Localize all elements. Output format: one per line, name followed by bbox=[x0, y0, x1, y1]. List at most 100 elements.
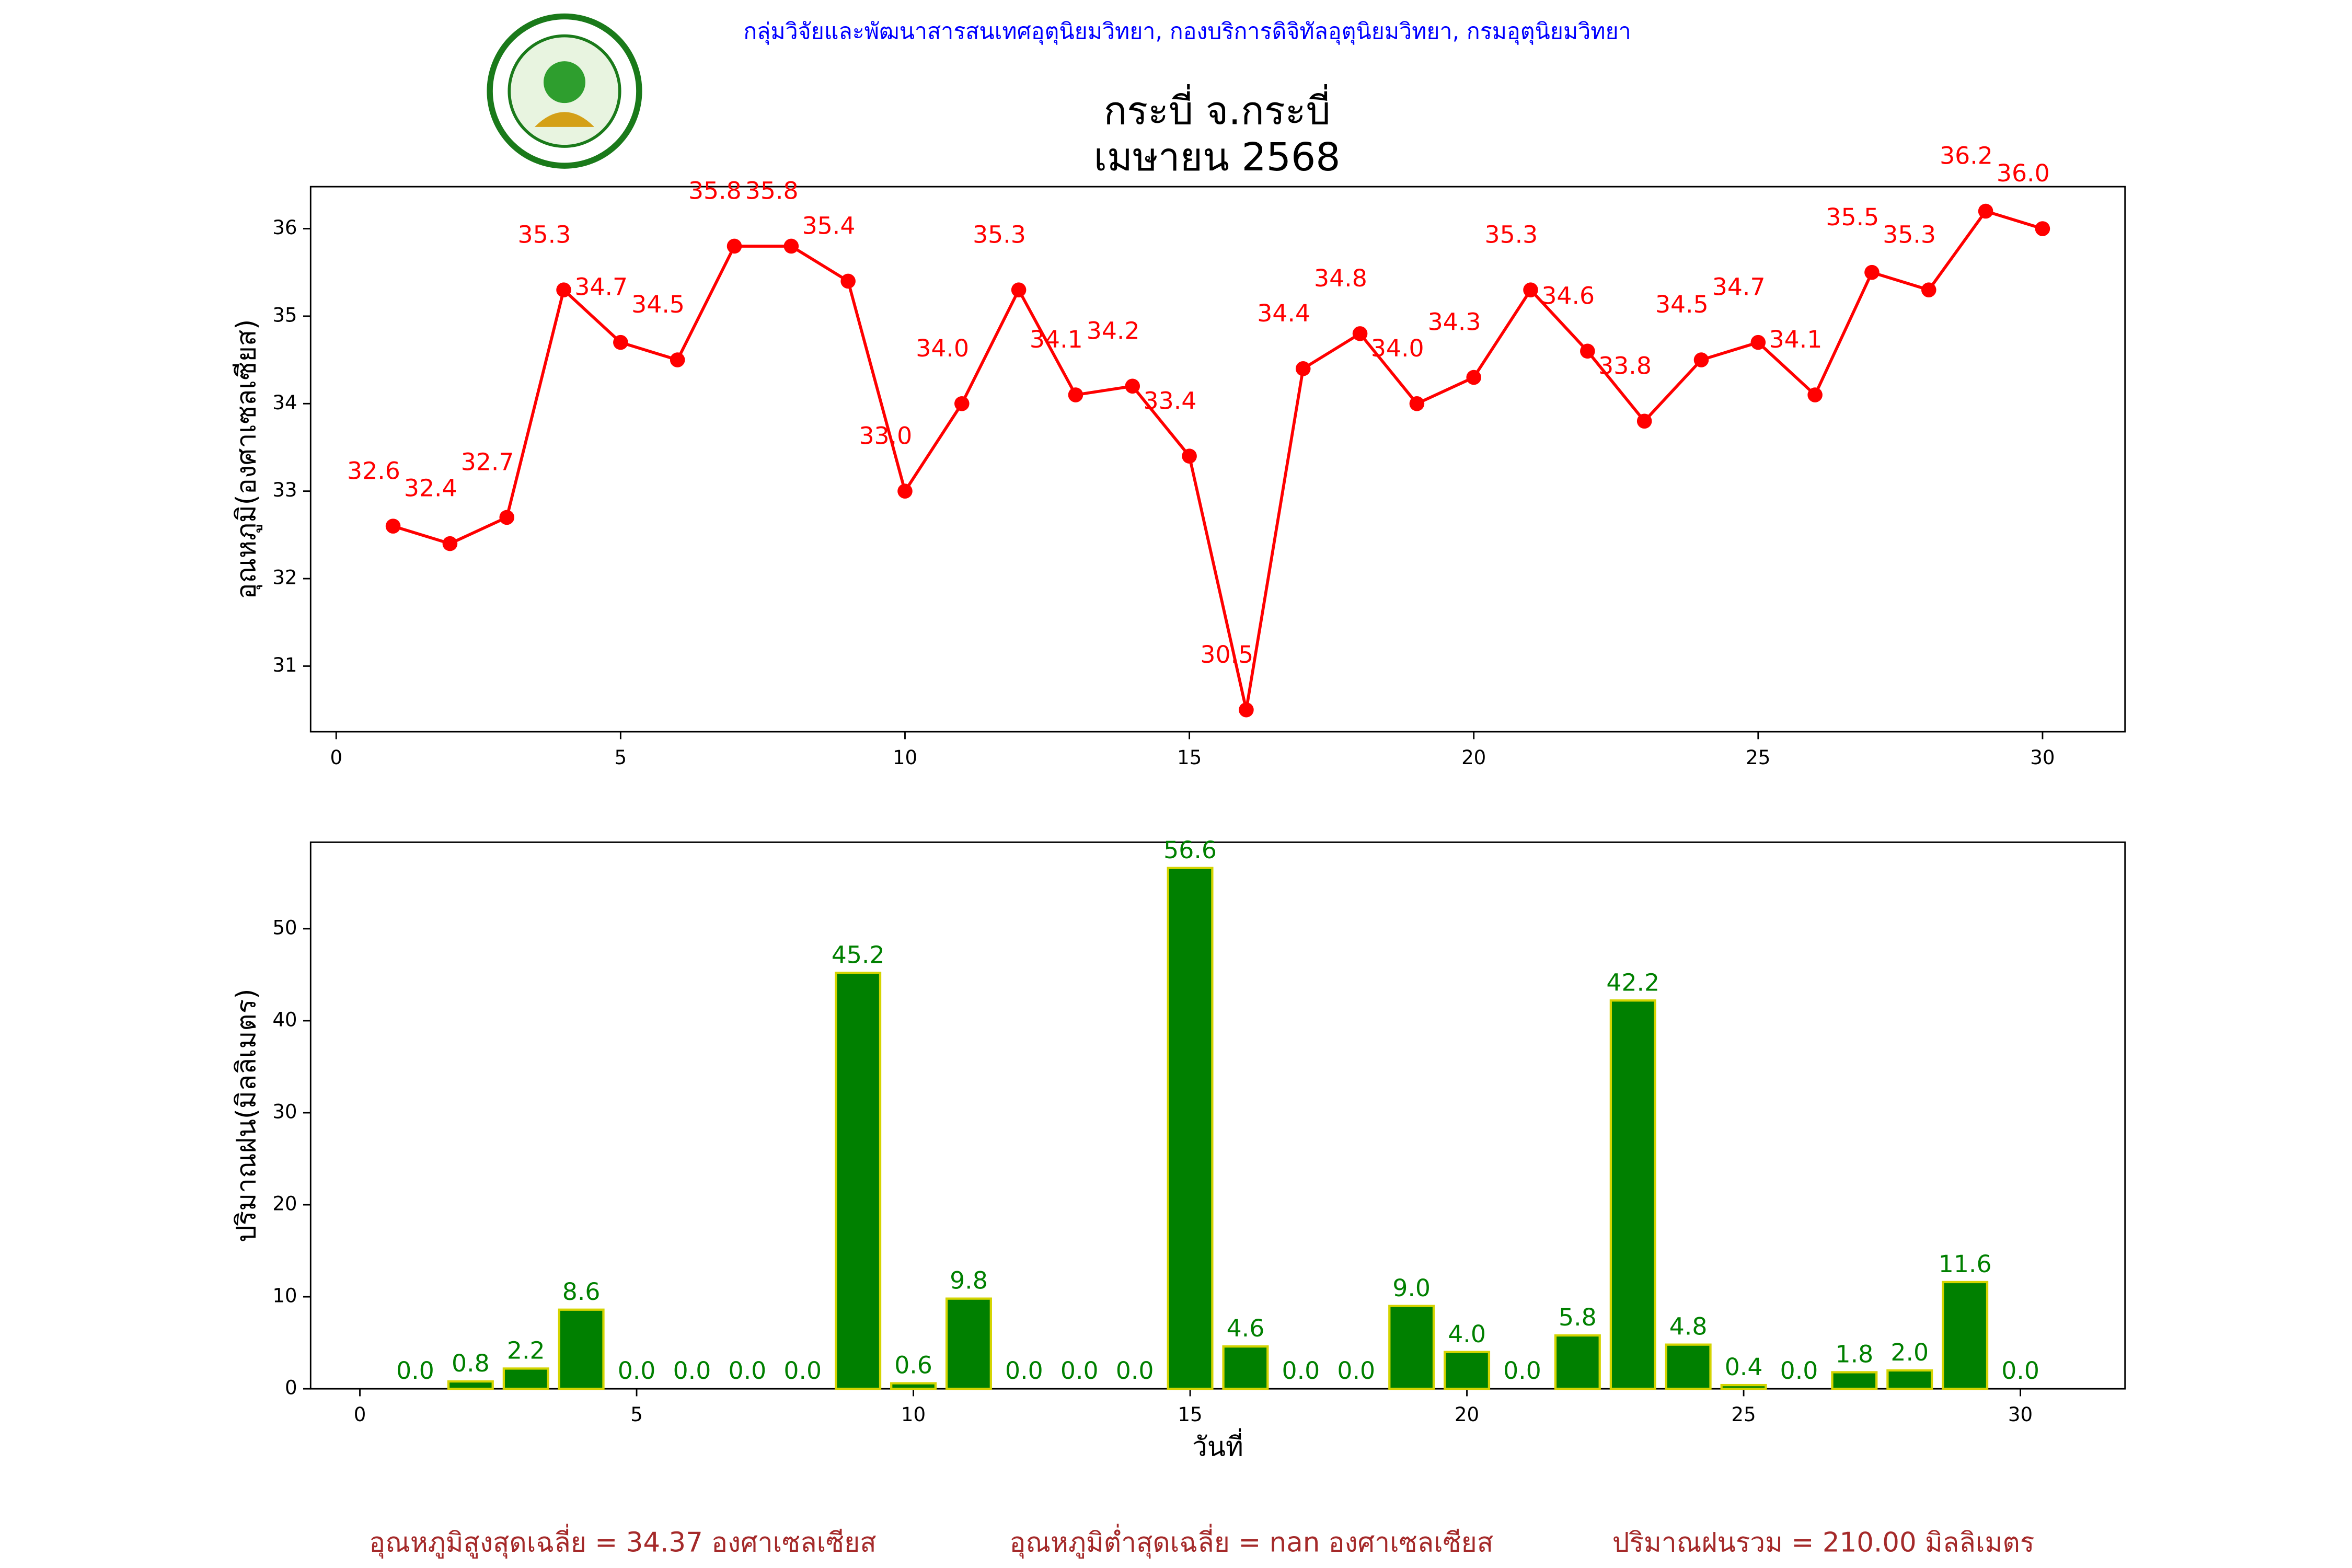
data-label: 34.5 bbox=[1655, 291, 1709, 318]
bar bbox=[1167, 867, 1214, 1390]
bar bbox=[890, 1382, 937, 1390]
data-label: 34.0 bbox=[1371, 335, 1424, 362]
data-label: 34.6 bbox=[1541, 282, 1595, 309]
data-label: 34.0 bbox=[916, 335, 969, 362]
y-tick-label: 40 bbox=[272, 1008, 297, 1031]
data-label: 0.0 bbox=[1116, 1357, 1154, 1385]
data-label: 9.8 bbox=[950, 1267, 988, 1295]
data-label: 35.3 bbox=[1484, 221, 1538, 248]
point bbox=[442, 536, 458, 551]
bar bbox=[1444, 1351, 1491, 1390]
bar bbox=[1665, 1343, 1712, 1390]
point bbox=[1409, 396, 1425, 411]
bar bbox=[1222, 1345, 1269, 1390]
data-label: 0.8 bbox=[452, 1350, 490, 1377]
data-label: 0.0 bbox=[1780, 1357, 1818, 1385]
data-label: 0.6 bbox=[894, 1352, 932, 1379]
point bbox=[1352, 326, 1368, 341]
data-label: 33.8 bbox=[1598, 352, 1652, 379]
y-tick-label: 50 bbox=[272, 916, 297, 939]
logo bbox=[487, 13, 642, 169]
point bbox=[385, 518, 401, 534]
y-axis-label: อุณหภูมิ(องศาเซลเซียส) bbox=[230, 319, 262, 599]
point bbox=[1807, 387, 1823, 402]
x-tick-label: 25 bbox=[1746, 746, 1770, 769]
data-label: 32.7 bbox=[461, 448, 514, 476]
data-label: 0.0 bbox=[673, 1357, 711, 1385]
point bbox=[1864, 264, 1880, 280]
point bbox=[556, 282, 571, 297]
data-label: 0.0 bbox=[1337, 1357, 1375, 1385]
bar bbox=[447, 1380, 494, 1390]
x-tick-label: 15 bbox=[1177, 746, 1202, 769]
x-tick-label: 10 bbox=[901, 1403, 926, 1426]
bar bbox=[1886, 1369, 1933, 1390]
data-label: 9.0 bbox=[1392, 1274, 1431, 1302]
data-label: 35.5 bbox=[1826, 203, 1879, 231]
point bbox=[1125, 378, 1140, 394]
data-label: 34.7 bbox=[574, 273, 628, 301]
x-tick-label: 30 bbox=[2030, 746, 2055, 769]
bar bbox=[835, 972, 882, 1390]
data-label: 34.7 bbox=[1712, 273, 1766, 301]
y-tick-label: 35 bbox=[272, 304, 297, 326]
bar bbox=[1720, 1383, 1767, 1390]
data-label: 0.4 bbox=[1725, 1353, 1763, 1381]
x-tick-label: 30 bbox=[2008, 1403, 2033, 1426]
point bbox=[1580, 343, 1595, 359]
bar bbox=[945, 1297, 992, 1390]
data-label: 45.2 bbox=[832, 941, 885, 969]
x-tick-label: 25 bbox=[1731, 1403, 1756, 1426]
y-tick-label: 33 bbox=[272, 479, 297, 501]
point bbox=[1921, 282, 1936, 297]
point bbox=[499, 510, 515, 525]
point bbox=[1466, 370, 1481, 385]
data-label: 36.2 bbox=[1940, 142, 1993, 170]
point bbox=[1011, 282, 1027, 297]
data-label: 34.4 bbox=[1257, 299, 1310, 327]
y-tick-label: 20 bbox=[272, 1193, 297, 1215]
data-label: 0.0 bbox=[1005, 1357, 1043, 1385]
y-tick-label: 34 bbox=[272, 391, 297, 414]
data-label: 0.0 bbox=[2001, 1357, 2039, 1385]
point bbox=[1750, 335, 1766, 350]
data-label: 0.0 bbox=[728, 1357, 766, 1385]
data-label: 8.6 bbox=[562, 1278, 601, 1306]
data-label: 34.8 bbox=[1314, 264, 1367, 292]
y-tick-label: 31 bbox=[272, 654, 297, 676]
y-tick-label: 32 bbox=[272, 567, 297, 589]
point bbox=[1523, 282, 1538, 297]
header: กลุ่มวิจัยและพัฒนาสารสนเทศอุตุนิยมวิทยา,… bbox=[743, 18, 1631, 45]
bar bbox=[1609, 999, 1656, 1390]
footer-text: ปริมาณฝนรวม = 210.00 มิลลิเมตร bbox=[1612, 1527, 2035, 1558]
point bbox=[1239, 702, 1254, 718]
data-label: 1.8 bbox=[1836, 1341, 1874, 1368]
data-label: 4.6 bbox=[1227, 1315, 1265, 1342]
line bbox=[393, 209, 2043, 710]
data-label: 5.8 bbox=[1559, 1304, 1597, 1331]
data-label: 32.4 bbox=[404, 475, 457, 502]
point bbox=[613, 335, 628, 350]
point bbox=[840, 273, 856, 289]
plot-frame bbox=[309, 186, 2126, 733]
x-tick-label: 5 bbox=[615, 746, 627, 769]
data-label: 32.6 bbox=[347, 457, 400, 485]
x-axis-label: วันที่ bbox=[1192, 1428, 1243, 1462]
data-label: 56.6 bbox=[1163, 836, 1217, 864]
data-label: 0.0 bbox=[783, 1357, 822, 1385]
data-label: 35.8 bbox=[745, 177, 799, 205]
data-label: 0.0 bbox=[396, 1357, 434, 1385]
point bbox=[2035, 221, 2050, 236]
point bbox=[954, 396, 970, 411]
x-tick-label: 15 bbox=[1178, 1403, 1202, 1426]
point bbox=[1693, 352, 1709, 367]
data-label: 35.8 bbox=[688, 177, 742, 205]
data-label: 4.0 bbox=[1448, 1320, 1486, 1348]
data-label: 2.2 bbox=[507, 1336, 545, 1364]
bar bbox=[502, 1367, 549, 1390]
data-label: 33.4 bbox=[1144, 387, 1197, 414]
plot-frame bbox=[309, 841, 2126, 1390]
point bbox=[1295, 361, 1311, 376]
y-axis-label: ปริมาณฝน(มิลลิเมตร) bbox=[230, 989, 262, 1242]
